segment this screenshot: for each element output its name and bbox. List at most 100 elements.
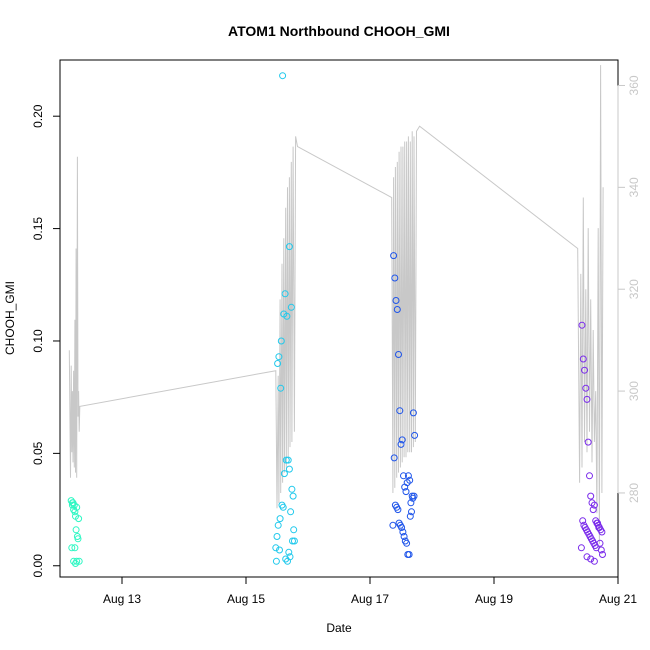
data-point <box>587 492 595 500</box>
data-point <box>392 297 400 304</box>
data-point <box>286 553 294 561</box>
data-point <box>584 438 592 446</box>
data-point <box>409 409 417 417</box>
chart-title: ATOM1 Northbound CHOOH_GMI <box>228 23 450 39</box>
data-point <box>403 539 411 547</box>
data-point <box>273 533 281 540</box>
data-point <box>579 517 587 525</box>
data-point <box>287 508 295 516</box>
data-point <box>282 456 290 464</box>
data-point <box>589 506 597 514</box>
data-point <box>289 492 297 500</box>
data-point <box>400 472 407 480</box>
data-point <box>411 431 419 439</box>
x-tick-label: Aug 15 <box>227 592 265 606</box>
data-point <box>75 557 83 565</box>
data-point <box>390 454 398 462</box>
data-point <box>394 506 402 514</box>
data-point <box>405 551 413 558</box>
x-axis-label: Date <box>326 621 352 635</box>
x-tick-label: Aug 17 <box>351 592 389 606</box>
plot-area <box>59 59 619 578</box>
data-point <box>277 384 285 392</box>
data-point <box>71 508 79 516</box>
data-point <box>590 557 598 565</box>
data-point <box>583 553 591 561</box>
y-tick-label: 0.10 <box>31 329 45 353</box>
data-point <box>71 544 79 552</box>
data-point <box>285 465 293 473</box>
data-point <box>395 351 402 358</box>
data-point <box>402 488 410 496</box>
data-point <box>399 528 407 536</box>
data-point <box>579 355 587 363</box>
y2-tick-label: 360 <box>627 75 641 95</box>
y-tick-label: 0.15 <box>31 217 45 241</box>
data-point <box>287 303 295 311</box>
data-point <box>407 499 415 507</box>
data-point <box>397 440 405 448</box>
y-axis-label: CHOOH_GMI <box>3 281 17 355</box>
data-point <box>272 544 280 552</box>
data-point <box>596 539 604 547</box>
data-point <box>276 546 283 554</box>
data-point <box>73 503 81 511</box>
data-point <box>391 274 399 282</box>
data-point <box>280 310 288 318</box>
y-axis-right: 280 300 320 340 360 <box>617 75 641 503</box>
data-point <box>590 501 598 509</box>
data-point <box>406 512 414 520</box>
data-point <box>290 526 298 534</box>
y-tick-label: 0.05 <box>31 441 45 465</box>
x-tick-label: Aug 13 <box>103 592 141 606</box>
data-point <box>581 366 588 374</box>
y2-tick-label: 340 <box>627 177 641 197</box>
data-point <box>68 499 76 507</box>
line-series-path <box>68 65 604 544</box>
data-point <box>72 526 80 534</box>
data-point <box>280 470 288 478</box>
data-point <box>398 524 406 531</box>
line-series <box>68 65 604 544</box>
scatter-points <box>67 72 606 567</box>
data-point <box>406 476 414 484</box>
data-point <box>390 252 398 260</box>
data-point <box>595 524 603 531</box>
data-point <box>284 456 292 464</box>
y-tick-label: 0.00 <box>31 554 45 578</box>
data-point <box>276 515 284 523</box>
data-point <box>285 243 293 251</box>
data-point <box>586 472 593 480</box>
data-point <box>75 515 83 523</box>
data-point <box>279 72 287 80</box>
data-point <box>594 519 601 527</box>
data-point <box>393 306 401 313</box>
data-point <box>272 557 280 565</box>
data-point <box>290 537 298 545</box>
data-point <box>588 499 596 507</box>
data-point <box>285 548 293 556</box>
data-point <box>582 384 590 392</box>
data-point <box>70 501 78 509</box>
data-point <box>577 544 585 552</box>
x-axis: Aug 13 Aug 15 Aug 17 Aug 19 Aug 21 <box>103 576 637 606</box>
x-tick-label: Aug 19 <box>475 592 513 606</box>
data-point <box>289 537 296 545</box>
y2-tick-label: 320 <box>627 279 641 299</box>
data-point <box>68 544 76 552</box>
data-point <box>583 395 591 403</box>
data-point <box>288 485 296 493</box>
data-point <box>389 521 397 529</box>
data-point <box>275 353 283 361</box>
x-tick-label: Aug 21 <box>599 592 637 606</box>
data-point <box>279 503 287 511</box>
data-point <box>404 472 412 480</box>
data-point <box>274 521 282 529</box>
y2-tick-label: 300 <box>627 381 641 401</box>
data-point <box>599 551 606 558</box>
data-point <box>274 360 282 367</box>
data-point <box>282 555 290 563</box>
data-point <box>74 535 82 543</box>
data-point <box>597 546 605 554</box>
